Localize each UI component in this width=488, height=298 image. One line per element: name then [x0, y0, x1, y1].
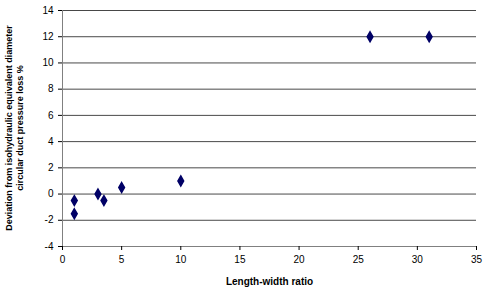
svg-text:30: 30: [412, 254, 424, 265]
svg-text:10: 10: [42, 57, 54, 68]
svg-text:0: 0: [48, 188, 54, 199]
svg-text:0: 0: [60, 254, 66, 265]
svg-text:4: 4: [48, 136, 54, 147]
svg-text:8: 8: [48, 83, 54, 94]
svg-text:25: 25: [353, 254, 365, 265]
svg-text:12: 12: [42, 31, 54, 42]
svg-text:14: 14: [42, 5, 54, 16]
svg-text:5: 5: [119, 254, 125, 265]
svg-text:10: 10: [175, 254, 187, 265]
svg-text:-2: -2: [45, 214, 54, 225]
svg-text:15: 15: [234, 254, 246, 265]
svg-text:Deviation from isohydraulic eq: Deviation from isohydraulic equivalent d…: [4, 25, 25, 231]
svg-text:20: 20: [294, 254, 306, 265]
svg-text:-4: -4: [45, 241, 54, 252]
svg-text:6: 6: [48, 110, 54, 121]
svg-text:35: 35: [471, 254, 483, 265]
svg-text:2: 2: [48, 162, 54, 173]
svg-text:Length-width ratio: Length-width ratio: [226, 276, 313, 287]
